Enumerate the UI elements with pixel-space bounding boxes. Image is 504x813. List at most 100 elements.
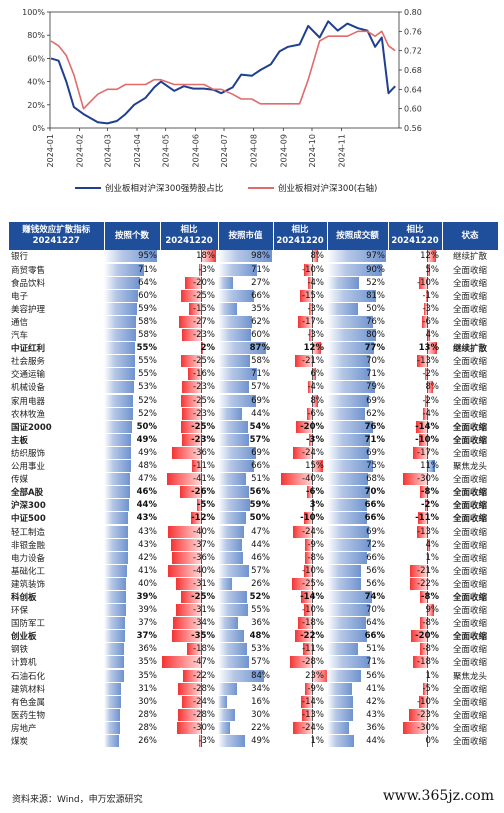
mcap-change-bar-fill bbox=[311, 669, 330, 682]
amount-bar-value: 74% bbox=[364, 591, 385, 602]
table-header-row: 赚钱效应扩散指标 20241227 按照个数 相比 20241220 按照市值 相比… bbox=[9, 222, 499, 250]
amount-change-bar-box: 1% bbox=[388, 551, 442, 564]
amount-change-bar-axis bbox=[426, 512, 428, 525]
amount-bar: 42% bbox=[327, 695, 388, 709]
mcap-bar: 34% bbox=[218, 682, 273, 696]
count-bar-box: 46% bbox=[104, 486, 160, 499]
mcap-change-bar-value: -24% bbox=[302, 526, 324, 537]
x-tick-label: 2024-04 bbox=[133, 134, 142, 167]
mcap-change-bar-fill bbox=[303, 643, 312, 656]
mcap-change-bar-box: -24% bbox=[273, 525, 327, 538]
amount-change-bar-value: 8% bbox=[425, 382, 440, 393]
amount-bar-box: 64% bbox=[327, 617, 388, 630]
count-change-bar-fill bbox=[175, 604, 202, 617]
count-bar-box: 59% bbox=[104, 302, 160, 315]
mcap-bar-value: 16% bbox=[251, 696, 270, 707]
amount-change-bar-value: 12% bbox=[420, 251, 439, 262]
row-name: 国防军工 bbox=[9, 616, 104, 631]
row-name: 国证2000 bbox=[9, 420, 104, 434]
amount-bar-value: 56% bbox=[366, 670, 385, 681]
table-row: 创业板 37% -35% 48% -22% 66% -20% 全面收缩 bbox=[9, 629, 498, 644]
diffusion-table: 赚钱效应扩散指标 20241227 按照个数 相比 20241220 按照市值 相比… bbox=[9, 222, 499, 749]
amount-change-bar-fill bbox=[426, 604, 434, 617]
count-change-bar: -28% bbox=[160, 708, 218, 722]
count-bar-value: 64% bbox=[138, 277, 157, 288]
row-status: 全面收缩 bbox=[442, 616, 498, 631]
amount-change-bar: -2% bbox=[388, 367, 442, 382]
count-bar: 49% bbox=[104, 433, 160, 447]
amount-change-bar-axis bbox=[426, 630, 428, 643]
mcap-change-bar-fill bbox=[311, 394, 318, 407]
amount-bar-fill bbox=[327, 289, 377, 302]
row-name: 沪深300 bbox=[9, 498, 104, 513]
mcap-change-bar-value: 1% bbox=[310, 736, 325, 747]
mcap-bar: 57% bbox=[218, 380, 273, 395]
mcap-change-bar: -8% bbox=[273, 551, 327, 565]
count-change-bar-value: -31% bbox=[193, 605, 215, 616]
mcap-change-bar-value: -14% bbox=[300, 591, 324, 602]
mcap-change-bar-box: 1% bbox=[273, 735, 327, 748]
count-change-bar-fill bbox=[168, 564, 202, 577]
row-status: 全面收缩 bbox=[442, 734, 498, 749]
count-change-bar: -40% bbox=[160, 524, 218, 539]
amount-bar-box: 71% bbox=[327, 433, 388, 446]
row-name: 银行 bbox=[9, 250, 104, 264]
row-name: 有色金属 bbox=[9, 695, 104, 709]
count-change-bar-value: -37% bbox=[193, 539, 215, 550]
count-bar-fill bbox=[104, 499, 129, 512]
count-change-bar-axis bbox=[201, 721, 203, 734]
mcap-change-bar-box: -13% bbox=[273, 708, 327, 721]
count-bar-box: 55% bbox=[104, 355, 160, 368]
mcap-bar-value: 44% bbox=[251, 539, 270, 550]
mcap-change-bar-value: -4% bbox=[307, 277, 324, 288]
count-bar: 28% bbox=[104, 721, 160, 735]
amount-bar-fill bbox=[327, 708, 354, 721]
count-bar: 39% bbox=[104, 590, 160, 605]
row-status: 全面收缩 bbox=[442, 511, 498, 526]
amount-bar-fill bbox=[327, 564, 362, 577]
mcap-bar: 84% bbox=[218, 669, 273, 683]
amount-change-bar: -20% bbox=[388, 629, 442, 644]
table-row: 环保 39% -31% 55% -10% 70% 9% 全面收缩 bbox=[9, 603, 498, 618]
mcap-change-bar-value: -3% bbox=[307, 303, 324, 314]
mcap-bar-fill bbox=[218, 250, 272, 263]
count-bar-value: 58% bbox=[138, 317, 157, 328]
count-bar-value: 50% bbox=[136, 421, 157, 432]
count-change-bar-axis bbox=[201, 289, 203, 302]
count-change-bar-axis bbox=[201, 512, 203, 525]
amount-bar-value: 69% bbox=[366, 447, 385, 458]
count-change-bar-fill bbox=[201, 250, 217, 263]
amount-bar-value: 69% bbox=[366, 395, 385, 406]
mcap-bar-box: 57% bbox=[218, 656, 273, 669]
amount-change-bar: 13% bbox=[388, 341, 442, 356]
mcap-change-bar-fill bbox=[308, 381, 312, 394]
mcap-change-bar-box: -10% bbox=[273, 604, 327, 617]
mcap-bar-value: 69% bbox=[251, 447, 270, 458]
count-bar-fill bbox=[104, 721, 120, 734]
count-change-bar-axis bbox=[201, 682, 203, 695]
amount-change-bar-value: 4% bbox=[425, 539, 440, 550]
count-change-bar-fill bbox=[176, 721, 202, 734]
mcap-change-bar: 23% bbox=[273, 669, 330, 683]
count-bar: 58% bbox=[104, 328, 160, 343]
count-change-bar-axis bbox=[201, 355, 203, 368]
mcap-change-bar-axis bbox=[311, 590, 313, 603]
amount-bar: 70% bbox=[327, 603, 388, 618]
count-bar: 31% bbox=[104, 682, 160, 696]
count-bar-box: 52% bbox=[104, 407, 160, 420]
amount-change-bar-fill bbox=[426, 329, 430, 342]
plot-frame bbox=[49, 11, 400, 129]
amount-bar-box: 69% bbox=[327, 394, 388, 407]
count-change-bar: -40% bbox=[160, 564, 218, 578]
amount-bar: 76% bbox=[327, 315, 388, 330]
count-change-bar-box: -25% bbox=[160, 590, 218, 603]
count-bar-value: 28% bbox=[138, 722, 157, 733]
mcap-change-bar-axis bbox=[311, 355, 313, 368]
mcap-change-bar-value: 6% bbox=[310, 369, 325, 380]
amount-change-bar-box: 4% bbox=[388, 538, 442, 551]
mcap-change-bar-axis bbox=[311, 316, 313, 329]
amount-bar-fill bbox=[327, 368, 371, 381]
count-bar-value: 28% bbox=[138, 709, 157, 720]
mcap-bar-value: 54% bbox=[249, 421, 270, 432]
mcap-bar-box: 51% bbox=[218, 473, 273, 486]
